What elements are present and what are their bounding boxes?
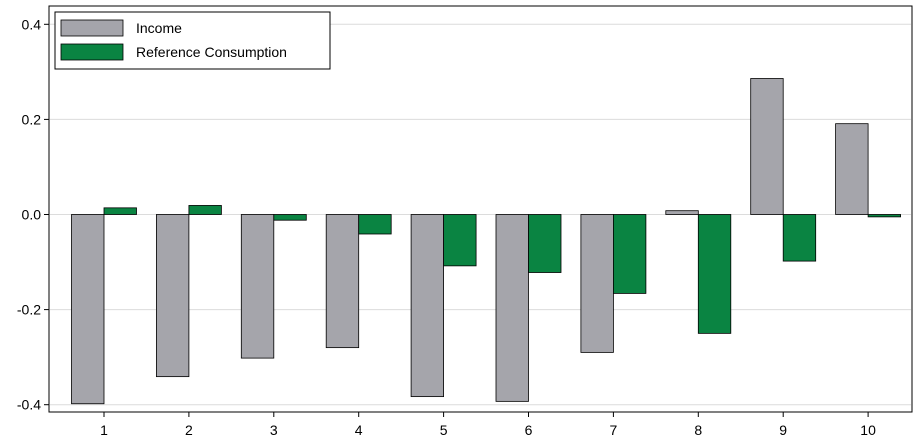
legend-label-reference-consumption: Reference Consumption xyxy=(136,44,287,60)
bar-reference-consumption-2 xyxy=(188,205,222,215)
y-tick-label: -0.4 xyxy=(17,397,41,413)
legend-label-income: Income xyxy=(136,20,182,36)
y-axis: 0.4 0.2 0.0 -0.2 -0.4 xyxy=(17,16,49,413)
bar-income-7 xyxy=(580,214,614,353)
x-axis: 1 2 3 4 5 6 7 8 9 10 xyxy=(100,412,876,438)
bar-reference-consumption-9 xyxy=(782,214,817,262)
bar-reference-consumption-5 xyxy=(443,214,477,267)
bar-income-6 xyxy=(495,214,529,402)
bar-income-2 xyxy=(155,214,190,378)
y-tick-label: 0.2 xyxy=(22,111,42,127)
bar-reference-consumption-1 xyxy=(103,207,137,215)
x-tick-label: 7 xyxy=(610,422,618,438)
bar-income-1 xyxy=(71,214,105,405)
bar-income-5 xyxy=(410,214,445,398)
x-tick-label: 10 xyxy=(860,422,876,438)
y-tick-label: 0.0 xyxy=(22,207,42,223)
bar-income-3 xyxy=(240,214,275,359)
x-tick-label: 4 xyxy=(355,422,363,438)
bar-income-4 xyxy=(325,214,360,349)
bar-reference-consumption-8 xyxy=(697,214,732,334)
x-tick-label: 6 xyxy=(525,422,533,438)
bar-income-8 xyxy=(665,210,699,215)
bars xyxy=(71,78,901,405)
bar-reference-consumption-3 xyxy=(273,214,307,221)
x-tick-label: 9 xyxy=(779,422,787,438)
bar-income-10 xyxy=(835,123,869,215)
bar-reference-consumption-10 xyxy=(867,214,901,218)
x-tick-label: 8 xyxy=(694,422,702,438)
legend-swatch-income xyxy=(60,19,124,37)
x-tick-label: 3 xyxy=(270,422,278,438)
legend-swatch-reference-consumption xyxy=(60,43,124,61)
bar-reference-consumption-6 xyxy=(528,214,562,273)
bar-reference-consumption-7 xyxy=(613,214,647,294)
x-tick-label: 1 xyxy=(100,422,108,438)
legend: Income Reference Consumption xyxy=(54,11,331,70)
x-tick-label: 5 xyxy=(440,422,448,438)
y-tick-label: 0.4 xyxy=(22,16,42,32)
y-tick-label: -0.2 xyxy=(17,302,41,318)
bar-reference-consumption-4 xyxy=(358,214,392,235)
x-tick-label: 2 xyxy=(185,422,193,438)
bar-income-9 xyxy=(750,78,784,215)
